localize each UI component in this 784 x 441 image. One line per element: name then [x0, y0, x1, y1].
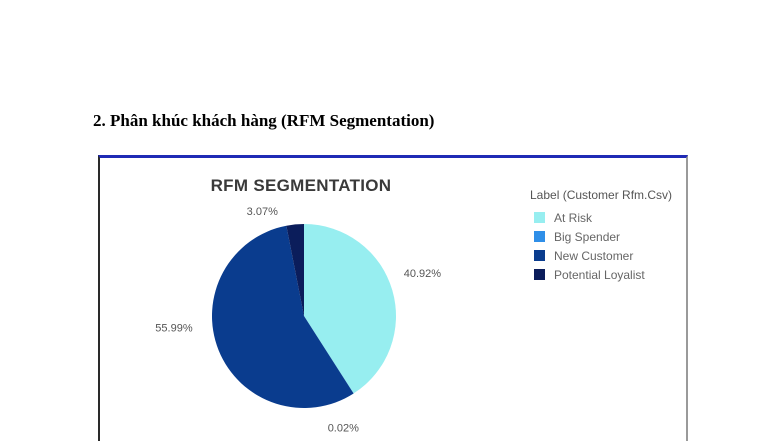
page-heading: 2. Phân khúc khách hàng (RFM Segmentatio… — [93, 111, 435, 130]
legend-label: New Customer — [554, 248, 634, 263]
legend: Label (Customer Rfm.Csv) At Risk Big Spen… — [530, 188, 672, 284]
legend-swatch — [534, 269, 545, 280]
legend-title: Label (Customer Rfm.Csv) — [530, 188, 673, 202]
data-label-potential-loyalist: 3.07% — [247, 206, 278, 218]
data-label-new-customer: 55.99% — [155, 323, 193, 335]
chart-panel: 40.92% 0.02% 55.99% 3.07% RFM SEGMENTATION … — [98, 155, 688, 441]
legend-label: Potential Loyalist — [554, 267, 645, 282]
data-label-big-spender: 0.02% — [328, 423, 359, 435]
legend-item-at-risk[interactable]: At Risk — [530, 208, 672, 227]
legend-item-big-spender[interactable]: Big Spender — [530, 227, 672, 246]
legend-label: Big Spender — [554, 229, 621, 244]
pie-slice-big-spender[interactable] — [304, 316, 354, 394]
chart-title: RFM SEGMENTATION — [210, 176, 392, 195]
pie-slice-at-risk[interactable] — [304, 224, 397, 394]
pie-chart: 40.92% 0.02% 55.99% 3.07% — [155, 206, 442, 435]
pie-slice-new-customer[interactable] — [212, 225, 354, 408]
legend-item-new-customer[interactable]: New Customer — [530, 246, 672, 265]
data-label-at-risk: 40.92% — [404, 268, 442, 280]
legend-swatch — [534, 212, 545, 223]
legend-item-potential-loyalist[interactable]: Potential Loyalist — [530, 265, 672, 284]
legend-swatch — [534, 231, 545, 242]
legend-label: At Risk — [554, 210, 593, 225]
pie-slice-potential-loyalist[interactable] — [286, 224, 304, 316]
legend-items: At Risk Big Spender New Customer Potential … — [530, 208, 672, 284]
legend-swatch — [534, 250, 545, 261]
